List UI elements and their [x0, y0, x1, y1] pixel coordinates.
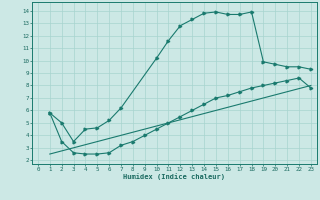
- X-axis label: Humidex (Indice chaleur): Humidex (Indice chaleur): [124, 173, 225, 180]
